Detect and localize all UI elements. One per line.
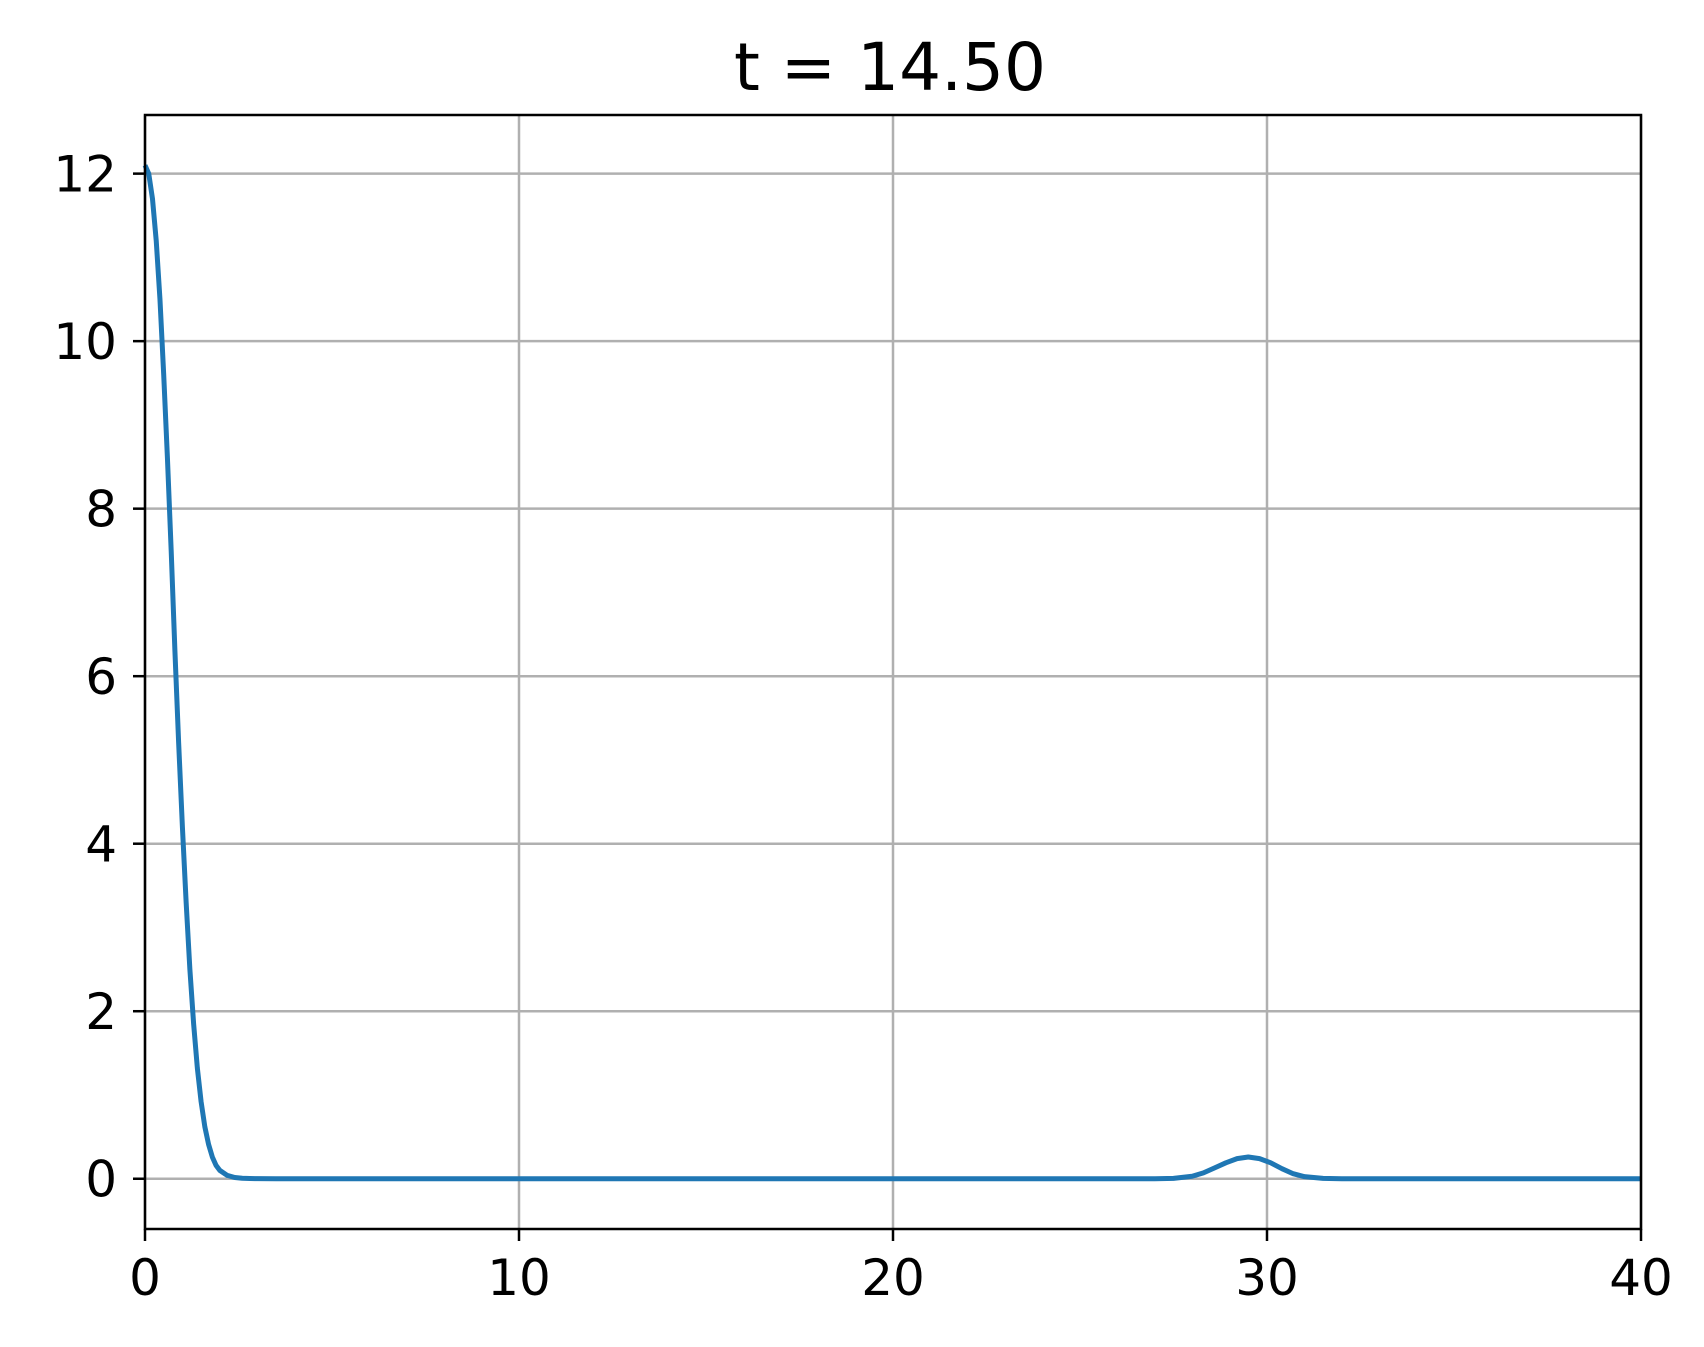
series-line: [142, 164, 1641, 1182]
y-tick-label: 12: [53, 146, 117, 204]
x-tick-label: 10: [487, 1249, 551, 1307]
axes: [133, 113, 1643, 1241]
x-tick-label: 40: [1609, 1249, 1673, 1307]
y-tick-label: 2: [85, 983, 117, 1041]
tick-labels: 0 10 20 30 40 0 2 4 6 8 10 12: [53, 146, 1672, 1307]
y-tick-label: 8: [85, 481, 117, 539]
x-tick-label: 0: [129, 1249, 161, 1307]
x-tick-label: 20: [861, 1249, 925, 1307]
y-tick-label: 10: [53, 313, 117, 371]
series-layer: [142, 164, 1641, 1182]
y-tick-label: 6: [85, 648, 117, 706]
x-tick-label: 30: [1235, 1249, 1299, 1307]
y-tick-label: 0: [85, 1151, 117, 1209]
y-tick-label: 4: [85, 816, 117, 874]
chart-title: t = 14.50: [734, 29, 1046, 106]
